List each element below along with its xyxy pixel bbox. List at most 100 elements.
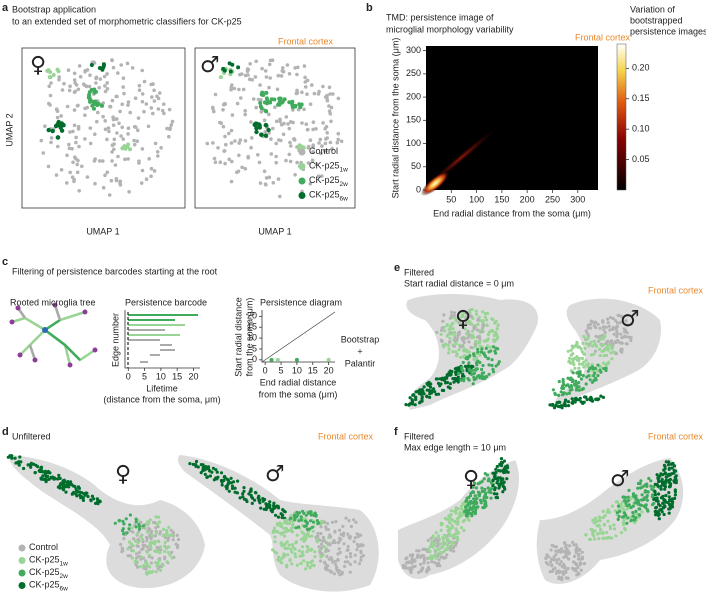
scatter-dot: [487, 490, 491, 494]
scatter-dot: [153, 141, 158, 146]
scatter-dot: [259, 106, 264, 111]
scatter-dot: [95, 497, 99, 501]
scatter-dot: [97, 499, 102, 503]
scatter-dot: [282, 555, 286, 559]
scatter-dot: [212, 156, 217, 161]
axis-label: from the soma (μm): [244, 298, 254, 377]
scatter-dot: [554, 558, 558, 562]
scatter-dot: [323, 141, 328, 146]
scatter-dot: [128, 513, 132, 517]
scatter-dot: [656, 513, 660, 518]
scatter-dot: [55, 67, 60, 72]
scatter-dot: [593, 371, 597, 375]
scatter-dot: [101, 159, 105, 163]
scatter-dot: [60, 122, 65, 127]
scatter-dot: [155, 564, 159, 568]
scatter-dot: [229, 141, 234, 145]
scatter-dot: [571, 352, 575, 356]
scatter-dot: [642, 497, 646, 502]
scatter-dot: [291, 522, 295, 526]
scatter-dot: [49, 475, 53, 479]
scatter-dot: [288, 159, 293, 164]
scatter-dot: [435, 377, 439, 381]
scatter-dot: [286, 553, 290, 557]
scatter-dot: [65, 104, 70, 109]
scatter-dot: [321, 539, 325, 543]
scatter-dot: [453, 330, 457, 335]
scatter-dot: [316, 92, 321, 96]
scatter-dot: [619, 503, 623, 507]
scatter-dot: [645, 498, 650, 502]
scatter-dot: [662, 468, 666, 472]
scatter-dot: [273, 550, 277, 554]
scatter-dot: [230, 486, 235, 491]
scatter-dot: [300, 90, 304, 95]
scatter-dot: [614, 340, 618, 344]
x-tick-label: 250: [545, 194, 560, 204]
scatter-dot: [448, 325, 452, 329]
scatter-dot: [306, 532, 310, 536]
scatter-dot: [544, 556, 548, 561]
scatter-dot: [569, 384, 574, 389]
scatter-dot: [551, 402, 555, 407]
scatter-dot: [275, 522, 280, 526]
scatter-dot: [430, 560, 434, 564]
scatter-dot: [561, 393, 565, 397]
scatter-dot: [113, 163, 118, 167]
scatter-dot: [303, 85, 308, 89]
scatter-dot: [503, 470, 507, 474]
scatter-dot: [122, 91, 126, 96]
scatter-dot: [452, 311, 457, 315]
scatter-dot: [487, 477, 491, 481]
method-label: Palantir: [345, 358, 376, 368]
scatter-dot: [564, 576, 568, 580]
scatter-dot: [229, 128, 234, 133]
scatter-dot: [468, 506, 472, 510]
scatter-dot: [338, 573, 342, 577]
scatter-dot: [319, 542, 324, 546]
scatter-dot: [241, 87, 246, 92]
scatter-dot: [300, 545, 305, 549]
scatter-dot: [457, 531, 461, 535]
scatter-dot: [301, 550, 305, 554]
scatter-dot: [144, 561, 148, 565]
scatter-dot: [478, 492, 482, 496]
scatter-dot: [426, 561, 430, 565]
scatter-dot: [673, 496, 677, 500]
scatter-dot: [472, 335, 476, 339]
scatter-dot: [579, 557, 583, 561]
scatter-dot: [213, 160, 218, 164]
scatter-dot: [286, 122, 290, 126]
scatter-dot: [411, 565, 415, 569]
scatter-dot: [472, 372, 476, 376]
scatter-dot: [470, 329, 475, 333]
scatter-dot: [490, 317, 494, 321]
scatter-dot: [112, 147, 116, 152]
scatter-dot: [416, 553, 420, 557]
scatter-dot: [126, 126, 131, 130]
scatter-dot: [296, 525, 301, 529]
scatter-dot: [457, 516, 461, 520]
scatter-dot: [237, 141, 241, 145]
scatter-dot: [286, 528, 291, 533]
scatter-dot: [70, 147, 74, 151]
scatter-dot: [646, 509, 650, 513]
scatter-dot: [157, 515, 161, 519]
scatter-dot: [259, 506, 263, 510]
scatter-dot: [438, 377, 442, 381]
scatter-dot: [617, 340, 621, 344]
sex-symbol: ♀: [463, 467, 479, 492]
scatter-dot: [158, 564, 162, 569]
scatter-dot: [594, 344, 599, 348]
scatter-dot: [487, 372, 491, 376]
umap-frame: [194, 47, 356, 209]
scatter-dot: [117, 518, 121, 523]
scatter-dot: [637, 507, 641, 511]
scatter-dot: [491, 484, 495, 488]
scatter-dot: [455, 535, 459, 540]
scatter-dot: [461, 360, 465, 365]
scatter-dot: [638, 482, 642, 486]
scatter-dot: [563, 565, 567, 569]
scatter-dot: [315, 540, 319, 544]
scatter-dot: [444, 381, 448, 385]
